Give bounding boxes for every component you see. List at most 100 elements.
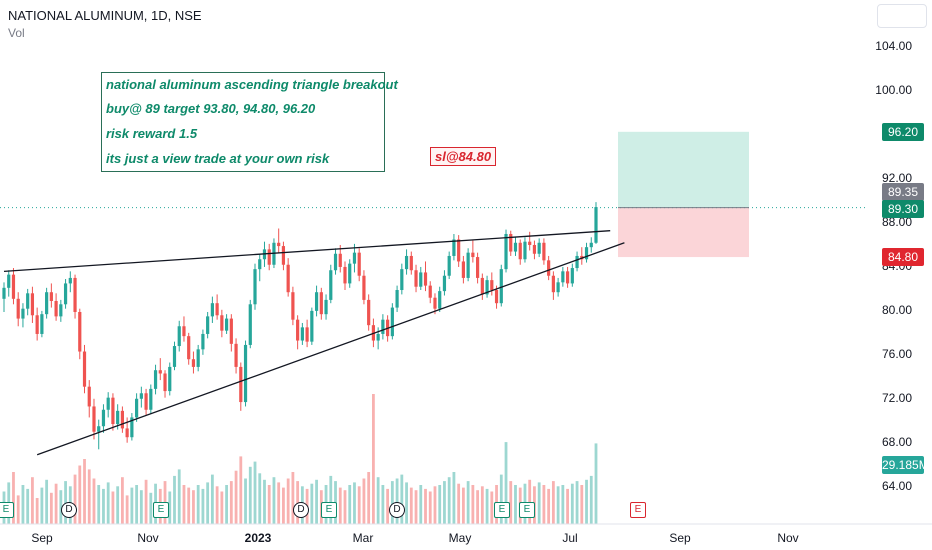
- candle-body: [476, 257, 480, 278]
- candle-body: [319, 292, 323, 315]
- candle-body: [447, 255, 451, 276]
- target-zone[interactable]: [618, 131, 749, 208]
- candle-body: [400, 269, 404, 291]
- volume-bar: [286, 478, 290, 524]
- volume-bar: [102, 488, 105, 524]
- volume-bar: [338, 487, 342, 524]
- stop-zone[interactable]: [618, 207, 749, 258]
- volume-bar: [31, 477, 34, 524]
- candle-body: [528, 241, 532, 245]
- candle-body: [518, 242, 522, 260]
- y-tick-label: 72.00: [881, 390, 912, 405]
- volume-bar: [490, 491, 494, 524]
- y-tick-label: 80.00: [881, 302, 912, 317]
- candle-body: [229, 318, 233, 344]
- prev-close-price-tag: 89.35: [882, 182, 924, 201]
- volume-bar: [551, 481, 555, 524]
- target-price-tag: 96.20: [882, 122, 924, 141]
- candle-body: [452, 239, 456, 256]
- candle-body: [409, 255, 413, 271]
- candle-body: [191, 359, 196, 367]
- candle-body: [428, 285, 432, 298]
- resistance-trendline[interactable]: [3, 230, 611, 272]
- candle-body: [461, 261, 465, 278]
- volume-bar: [173, 475, 176, 524]
- volume-bar: [144, 479, 148, 524]
- candle-body: [11, 274, 16, 299]
- candle-body: [135, 398, 139, 418]
- earnings-marker[interactable]: E: [321, 502, 337, 518]
- volume-bar: [267, 485, 271, 524]
- candle-body: [343, 266, 347, 284]
- volume-bar: [386, 488, 390, 524]
- volume-bar: [263, 479, 266, 524]
- volume-bar: [348, 485, 352, 524]
- candle-body: [395, 290, 399, 308]
- volume-legend[interactable]: Vol: [8, 26, 25, 40]
- volume-bar: [210, 474, 214, 524]
- candle-body: [220, 315, 224, 331]
- volume-bar: [438, 485, 442, 524]
- candle-body: [277, 242, 281, 247]
- earnings-marker[interactable]: E: [494, 502, 510, 518]
- trade-note-box[interactable]: national aluminum ascending triangle bre…: [101, 72, 398, 172]
- volume-bar: [589, 475, 593, 524]
- volume-bar: [45, 479, 49, 524]
- dividend-marker[interactable]: D: [293, 502, 309, 518]
- candle-body: [101, 409, 106, 427]
- candle-body: [21, 308, 25, 319]
- volume-bar: [187, 487, 191, 524]
- earnings-marker[interactable]: E: [519, 502, 535, 518]
- candle-body: [253, 269, 257, 305]
- volume-bar: [362, 478, 366, 524]
- chart-settings-box[interactable]: [877, 4, 927, 28]
- support-trendline[interactable]: [36, 242, 625, 456]
- earnings-marker[interactable]: E: [153, 502, 169, 518]
- candle-body: [172, 346, 177, 367]
- dividend-marker[interactable]: D: [389, 502, 405, 518]
- candle-body: [168, 366, 172, 392]
- earnings-marker[interactable]: E: [0, 502, 14, 518]
- candle-body: [106, 397, 110, 410]
- volume-bar: [220, 491, 224, 524]
- volume-bar: [353, 482, 356, 524]
- symbol-title[interactable]: NATIONAL ALUMINUM, 1D, NSE: [8, 8, 202, 23]
- volume-bar: [580, 485, 584, 524]
- candle-body: [111, 397, 115, 425]
- candle-body: [296, 319, 300, 341]
- volume-bar: [239, 456, 243, 524]
- candle-body: [494, 290, 499, 304]
- y-tick-label: 88.00: [881, 214, 912, 229]
- candle-body: [433, 297, 437, 309]
- volume-bar: [561, 485, 565, 524]
- candle-body: [362, 275, 366, 300]
- volume-bar: [130, 487, 134, 524]
- volume-tag: 29.185M: [882, 456, 929, 474]
- volume-bar: [428, 491, 432, 524]
- volume-bar: [272, 477, 276, 524]
- candle-body: [97, 426, 101, 432]
- candle-body: [7, 274, 11, 288]
- volume-bar: [168, 491, 172, 524]
- volume-bar: [466, 481, 470, 524]
- stop-loss-label[interactable]: sl@84.80: [430, 147, 497, 166]
- x-tick-label: Nov: [137, 531, 159, 545]
- candle-body: [414, 270, 418, 287]
- volume-bar: [49, 492, 53, 524]
- dividend-marker[interactable]: D: [61, 502, 77, 518]
- volume-bar: [111, 491, 115, 524]
- volume-bar: [234, 470, 238, 524]
- candle-body: [565, 271, 570, 284]
- candle-body: [338, 253, 342, 267]
- earnings-marker[interactable]: E: [630, 502, 646, 518]
- volume-bar: [291, 472, 295, 524]
- volume-bar: [471, 485, 475, 524]
- candle-body: [49, 292, 53, 301]
- candle-body: [390, 307, 394, 337]
- candle-body: [16, 298, 20, 319]
- volume-bar: [54, 483, 58, 524]
- volume-bar: [16, 495, 20, 524]
- volume-bar: [400, 474, 404, 524]
- candle-body: [480, 277, 484, 295]
- candle-body: [310, 310, 314, 342]
